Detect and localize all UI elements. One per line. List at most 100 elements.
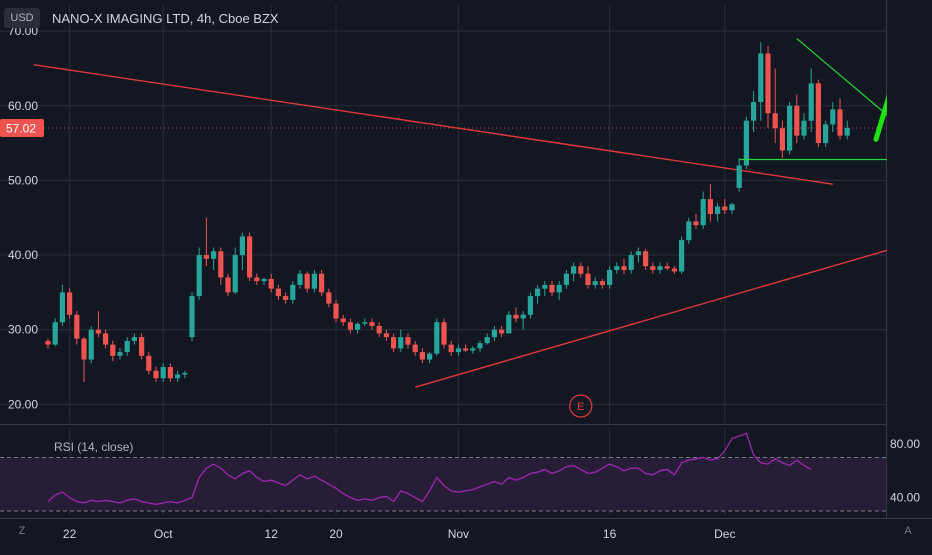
candle-body bbox=[722, 206, 728, 211]
candle-body bbox=[823, 124, 829, 144]
candle bbox=[81, 337, 87, 382]
x-tick-label: 16 bbox=[603, 527, 617, 541]
candle bbox=[556, 281, 562, 300]
candle bbox=[758, 42, 764, 121]
candle-body bbox=[117, 352, 123, 356]
candle-body bbox=[621, 266, 627, 270]
candle bbox=[736, 158, 742, 192]
candle bbox=[362, 318, 368, 326]
candle bbox=[326, 288, 332, 308]
candle bbox=[347, 318, 353, 334]
trendlines bbox=[33, 64, 932, 388]
rsi-tick-label: 40.00 bbox=[890, 491, 920, 505]
candle-body bbox=[203, 255, 209, 259]
candle-body bbox=[787, 105, 793, 151]
candle-body bbox=[268, 278, 274, 289]
currency-label[interactable]: USD bbox=[4, 8, 40, 28]
candle bbox=[484, 333, 490, 345]
candle-body bbox=[700, 199, 706, 226]
candle-body bbox=[477, 343, 483, 349]
candle bbox=[340, 314, 346, 326]
candle bbox=[88, 325, 94, 364]
x-tick-label: 20 bbox=[329, 527, 343, 541]
candle-body bbox=[686, 221, 692, 241]
candle-body bbox=[607, 269, 613, 285]
candle-body bbox=[124, 340, 130, 353]
candle bbox=[131, 333, 137, 345]
candle-body bbox=[556, 284, 562, 293]
candle-body bbox=[319, 273, 325, 293]
auto-scale-button[interactable]: A bbox=[904, 525, 912, 537]
candle bbox=[261, 277, 267, 285]
candle-body bbox=[211, 251, 217, 259]
candle-body bbox=[455, 348, 461, 353]
candle-body bbox=[427, 353, 433, 360]
candle bbox=[794, 94, 800, 144]
candle-body bbox=[650, 266, 656, 270]
candle-body bbox=[74, 314, 80, 339]
candle bbox=[189, 292, 195, 341]
candle-body bbox=[729, 204, 735, 211]
candle-body bbox=[419, 352, 425, 360]
candle-body bbox=[837, 109, 843, 136]
candle-body bbox=[239, 236, 245, 256]
candle bbox=[743, 116, 749, 170]
candle bbox=[254, 273, 260, 285]
y-tick-label: 30.00 bbox=[8, 323, 38, 337]
candle bbox=[542, 281, 548, 297]
candle bbox=[700, 191, 706, 229]
candle bbox=[657, 262, 663, 274]
candle bbox=[196, 247, 202, 300]
candle bbox=[139, 333, 145, 360]
candle bbox=[563, 269, 569, 289]
candle bbox=[779, 120, 785, 159]
candle-body bbox=[599, 281, 605, 285]
candle-body bbox=[405, 337, 411, 345]
candle-body bbox=[81, 338, 87, 360]
candle-body bbox=[578, 266, 584, 274]
candle bbox=[175, 370, 181, 382]
candle-body bbox=[470, 348, 476, 351]
candle-body bbox=[484, 337, 490, 344]
candle-body bbox=[815, 83, 821, 144]
candle-body bbox=[88, 329, 94, 360]
candle bbox=[664, 262, 670, 270]
candle-body bbox=[715, 206, 721, 214]
x-tick-label: Dec bbox=[714, 527, 735, 541]
x-tick-label: 12 bbox=[265, 527, 279, 541]
candle-body bbox=[513, 314, 519, 319]
candle-body bbox=[254, 277, 260, 282]
candle-body bbox=[167, 367, 173, 379]
candle-body bbox=[362, 322, 368, 324]
last-price-value: 57.02 bbox=[6, 122, 36, 136]
candle bbox=[614, 262, 620, 274]
candle bbox=[520, 311, 526, 330]
candle-body bbox=[772, 113, 778, 129]
symbol-title: NANO-X IMAGING LTD, 4h, Cboe BZX bbox=[52, 11, 279, 26]
candle-body bbox=[110, 344, 116, 356]
timezone-button[interactable]: Z bbox=[18, 525, 26, 537]
y-tick-label: 60.00 bbox=[8, 99, 38, 113]
candle-body bbox=[45, 340, 51, 345]
candle-body bbox=[463, 348, 469, 351]
candle bbox=[225, 273, 231, 297]
candle bbox=[283, 292, 289, 304]
candle bbox=[117, 348, 123, 360]
candles bbox=[45, 42, 850, 382]
price-axis-bg bbox=[887, 0, 932, 518]
candle-body bbox=[139, 337, 145, 356]
candle bbox=[628, 251, 634, 274]
candle-body bbox=[830, 109, 836, 125]
candle bbox=[765, 46, 771, 129]
candle bbox=[441, 318, 447, 349]
candle-body bbox=[520, 314, 526, 319]
candle bbox=[427, 352, 433, 364]
candle bbox=[239, 232, 245, 270]
candle-body bbox=[549, 284, 555, 293]
candle-body bbox=[333, 303, 339, 319]
candle-body bbox=[347, 322, 353, 330]
candle-body bbox=[707, 199, 713, 214]
x-tick-label: Oct bbox=[154, 527, 173, 541]
